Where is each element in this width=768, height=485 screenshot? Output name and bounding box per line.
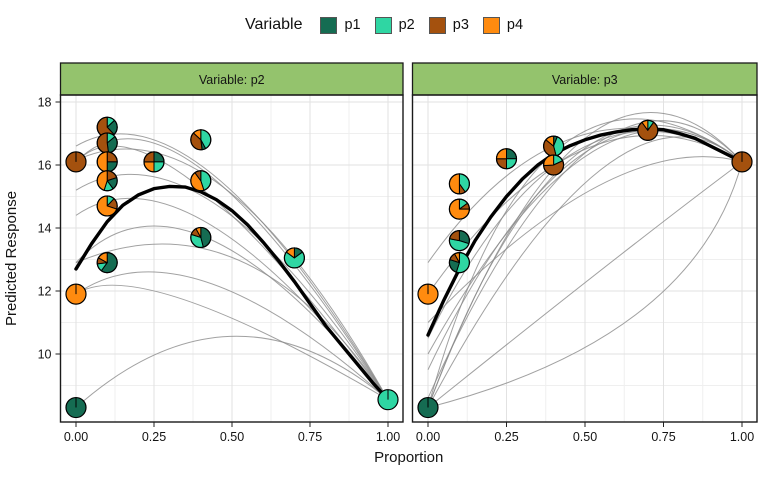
y-tick-label: 16 [38, 159, 52, 173]
legend-label-p1: p1 [344, 17, 361, 33]
pie-glyph [96, 132, 118, 154]
y-tick-label: 14 [38, 222, 52, 236]
candidate-curve [75, 284, 389, 401]
pie-glyph [542, 135, 565, 157]
pie-glyph [190, 170, 212, 192]
x-tick-label: 0.25 [494, 430, 518, 444]
candidate-curve [427, 136, 743, 408]
x-tick-label: 0.00 [416, 430, 440, 444]
pie-glyph [283, 247, 305, 269]
candidate-curve [427, 134, 743, 295]
candidate-curve [75, 243, 389, 400]
x-tick-label: 1.00 [376, 430, 400, 444]
candidate-curve [427, 161, 743, 408]
candidate-curve [427, 156, 743, 323]
facet-panel-p2: 0.00 0.25 0.50 0.75 1.00 Variable: p2 [59, 62, 404, 444]
x-tick-label: 0.75 [298, 430, 322, 444]
y-tick-label: 12 [38, 285, 52, 299]
legend-item-p2[interactable]: p2 [374, 16, 415, 34]
pie-glyph [448, 198, 470, 220]
y-tick-label: 10 [38, 348, 52, 362]
pie-glyph [417, 396, 439, 419]
facet-panel-p3: 0.00 0.25 0.50 0.75 1.00 Variable: p3 [411, 62, 758, 444]
pie-glyph [448, 230, 470, 252]
pie-glyph [448, 173, 470, 195]
x-tick-label: 1.00 [730, 430, 754, 444]
legend-swatch-p3-icon [428, 16, 446, 34]
pie-glyph [417, 283, 439, 305]
x-tick-label: 0.25 [142, 430, 166, 444]
pie-glyph [448, 252, 470, 274]
legend: Variable p1 p2 p3 p4 [0, 0, 768, 50]
candidate-curve [427, 161, 743, 409]
legend-swatch-p1-icon [320, 16, 338, 34]
pie-glyph [542, 154, 565, 176]
candidate-curve [427, 120, 743, 399]
pie-glyph [637, 119, 659, 141]
pie-glyph [190, 129, 212, 151]
legend-label-p4: p4 [506, 17, 524, 33]
pie-glyph [96, 170, 118, 192]
pie-glyph [96, 151, 118, 173]
mean-prediction-curve [74, 184, 390, 402]
candidate-curve [427, 129, 743, 355]
pie-glyph [65, 151, 87, 173]
pie-glyph [65, 283, 87, 305]
facet-strip-label: Variable: p3 [552, 73, 618, 87]
pie-glyph [495, 148, 518, 170]
x-tick-label: 0.50 [573, 430, 597, 444]
legend-swatch-p4-icon [482, 16, 500, 34]
x-tick-label: 0.00 [64, 430, 88, 444]
facet-strip-label: Variable: p2 [199, 73, 265, 87]
x-axis-title: Proportion [374, 449, 443, 466]
legend-label-p2: p2 [398, 17, 415, 33]
pie-glyph [190, 226, 212, 249]
candidate-curve [427, 124, 743, 408]
pie-glyph [377, 389, 399, 411]
candidate-curve [75, 335, 389, 408]
legend-item-p4[interactable]: p4 [482, 16, 524, 34]
candidate-curve [75, 271, 389, 401]
pie-glyph [731, 151, 753, 173]
y-axis-title: Predicted Response [3, 191, 20, 326]
mean-prediction-curve [426, 127, 744, 337]
legend-title: Variable [244, 16, 303, 33]
pie-glyph [96, 252, 118, 274]
legend-label-p3: p3 [452, 17, 469, 33]
pie-glyph [65, 396, 87, 419]
x-tick-label: 0.75 [651, 430, 675, 444]
pie-glyph [143, 151, 165, 173]
legend-swatch-p2-icon [374, 16, 392, 34]
pie-glyph [96, 195, 118, 217]
faceted-pie-scatter-chart: 0.00 0.25 0.50 0.75 1.00 Variable: p2 0.00 0.25… [3, 62, 758, 466]
legend-item-p1[interactable]: p1 [320, 16, 361, 34]
x-tick-label: 0.50 [220, 430, 244, 444]
legend-item-p3[interactable]: p3 [428, 16, 469, 34]
y-tick-label: 18 [38, 96, 52, 110]
